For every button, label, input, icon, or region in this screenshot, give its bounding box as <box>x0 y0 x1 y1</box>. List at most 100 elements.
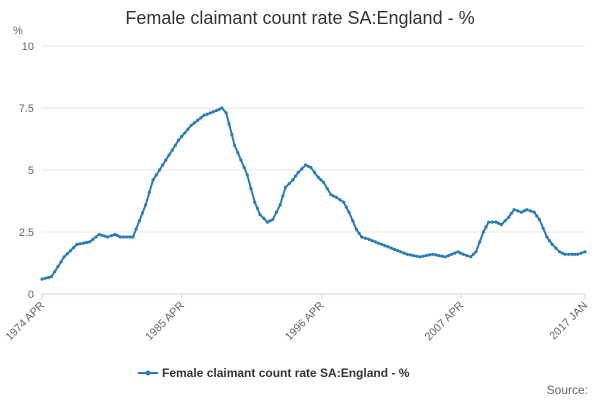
data-point[interactable] <box>469 255 473 259</box>
data-point[interactable] <box>113 232 117 237</box>
data-point[interactable] <box>131 235 135 239</box>
data-point[interactable] <box>325 187 329 191</box>
data-point[interactable] <box>357 231 361 235</box>
data-point[interactable] <box>141 211 145 215</box>
data-point[interactable] <box>494 220 498 224</box>
data-point[interactable] <box>196 118 200 122</box>
data-point[interactable] <box>258 213 262 217</box>
data-point[interactable] <box>344 205 348 209</box>
data-point[interactable] <box>421 254 425 258</box>
data-point[interactable] <box>450 252 454 256</box>
data-point[interactable] <box>456 250 460 254</box>
data-point[interactable] <box>380 242 384 246</box>
data-point[interactable] <box>443 255 447 259</box>
data-point[interactable] <box>144 203 148 207</box>
data-point[interactable] <box>570 252 574 256</box>
data-point[interactable] <box>192 121 196 125</box>
data-point[interactable] <box>528 209 533 213</box>
data-point[interactable] <box>437 254 441 258</box>
data-point[interactable] <box>342 200 346 204</box>
data-point[interactable] <box>220 106 224 110</box>
data-point[interactable] <box>167 153 171 157</box>
data-point[interactable] <box>304 163 308 167</box>
data-point[interactable] <box>579 251 583 255</box>
data-point[interactable] <box>271 218 275 222</box>
data-point[interactable] <box>446 254 451 258</box>
data-point[interactable] <box>293 174 298 178</box>
data-point[interactable] <box>72 245 76 250</box>
data-point[interactable] <box>147 190 151 194</box>
data-point[interactable] <box>283 185 288 189</box>
data-point[interactable] <box>43 276 47 280</box>
data-point[interactable] <box>431 252 435 256</box>
data-point[interactable] <box>306 164 310 168</box>
data-point[interactable] <box>134 227 138 231</box>
data-point[interactable] <box>255 206 259 210</box>
data-point[interactable] <box>338 198 342 202</box>
data-point[interactable] <box>170 148 174 152</box>
data-point[interactable] <box>481 230 485 234</box>
data-point[interactable] <box>576 252 580 256</box>
data-point[interactable] <box>434 253 438 257</box>
data-point[interactable] <box>245 173 249 177</box>
data-point[interactable] <box>84 240 89 245</box>
legend[interactable]: Female claimant count rate SA:England - … <box>138 366 410 380</box>
data-point[interactable] <box>567 252 571 256</box>
data-point[interactable] <box>509 211 513 215</box>
data-point[interactable] <box>399 250 403 254</box>
data-point[interactable] <box>227 122 231 126</box>
data-point[interactable] <box>474 250 478 254</box>
data-point[interactable] <box>249 187 253 191</box>
data-point[interactable] <box>59 260 63 264</box>
data-point[interactable] <box>183 131 187 135</box>
data-point[interactable] <box>230 132 234 137</box>
data-point[interactable] <box>418 255 422 259</box>
data-point[interactable] <box>40 277 44 281</box>
data-point[interactable] <box>405 252 409 256</box>
data-point[interactable] <box>354 227 358 232</box>
data-point[interactable] <box>503 219 507 223</box>
data-point[interactable] <box>360 235 364 239</box>
data-point[interactable] <box>109 234 113 238</box>
data-point[interactable] <box>116 234 120 238</box>
data-point[interactable] <box>242 165 246 170</box>
data-point[interactable] <box>49 275 54 279</box>
data-point[interactable] <box>440 254 444 258</box>
data-point[interactable] <box>516 209 520 213</box>
data-point[interactable] <box>274 210 279 214</box>
data-point[interactable] <box>373 240 377 244</box>
data-point[interactable] <box>300 167 304 171</box>
data-point[interactable] <box>103 234 107 238</box>
data-point[interactable] <box>408 253 412 257</box>
data-point[interactable] <box>189 123 193 127</box>
data-point[interactable] <box>154 173 158 177</box>
data-point[interactable] <box>278 203 282 207</box>
data-point[interactable] <box>313 170 317 175</box>
data-point[interactable] <box>351 219 355 223</box>
data-point[interactable] <box>56 265 60 269</box>
data-point[interactable] <box>173 143 177 147</box>
data-point[interactable] <box>65 252 69 256</box>
data-point[interactable] <box>309 165 313 170</box>
data-point[interactable] <box>186 127 190 131</box>
data-point[interactable] <box>560 251 564 255</box>
data-point[interactable] <box>547 239 552 243</box>
data-point[interactable] <box>334 195 338 199</box>
data-point[interactable] <box>100 233 104 237</box>
data-point[interactable] <box>484 225 488 229</box>
data-point[interactable] <box>583 250 587 254</box>
data-point[interactable] <box>316 175 320 179</box>
data-point[interactable] <box>411 254 416 258</box>
data-point[interactable] <box>459 251 463 255</box>
data-point[interactable] <box>253 200 257 204</box>
data-point[interactable] <box>78 242 82 246</box>
data-point[interactable] <box>202 113 206 117</box>
data-point[interactable] <box>239 158 243 162</box>
data-point[interactable] <box>499 223 503 227</box>
data-point[interactable] <box>69 249 73 253</box>
data-point[interactable] <box>427 253 431 257</box>
data-point[interactable] <box>563 252 567 256</box>
data-point[interactable] <box>465 254 469 258</box>
data-point[interactable] <box>157 168 162 172</box>
data-point[interactable] <box>106 235 110 239</box>
